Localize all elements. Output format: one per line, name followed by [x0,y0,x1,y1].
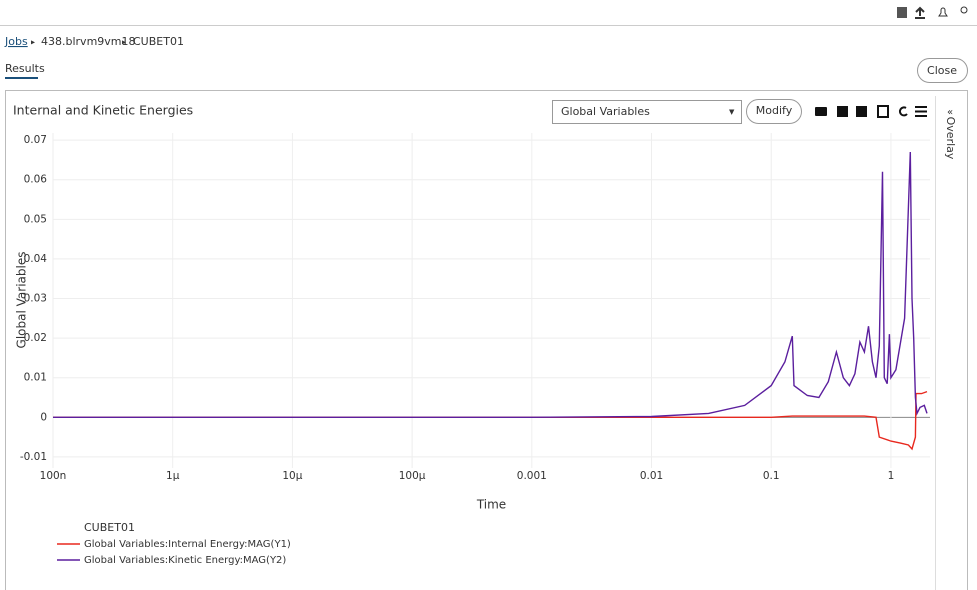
series-line [53,151,928,418]
x-tick-label: 10μ [282,470,302,482]
y-tick-label: 0.06 [24,174,48,186]
y-tick-label: 0.03 [24,293,47,305]
y-tick-label: 0 [40,411,47,423]
legend-title: CUBET01 [84,521,135,534]
bell-icon[interactable] [938,7,948,17]
legend-label: Global Variables:Kinetic Energy:MAG(Y2) [84,555,286,566]
x-tick-label: 1 [888,470,895,482]
save-icon[interactable] [877,105,889,118]
overlay-label[interactable]: Overlay [944,117,957,160]
breadcrumb-item: CUBET01 [133,35,184,48]
x-tick-label: 0.01 [640,470,663,482]
close-label[interactable]: Close [927,64,957,77]
app-icon [897,7,907,18]
toolbar [815,105,927,118]
breadcrumb-item[interactable]: 438.blrvm9vm18 [41,35,136,48]
x-tick-label: 0.001 [517,470,547,482]
camera-icon[interactable] [815,107,827,116]
modify-button[interactable] [746,99,802,124]
panel [5,90,968,590]
x-tick-label: 0.1 [763,470,780,482]
upload-icon[interactable] [915,6,925,19]
legend-icon[interactable] [915,106,927,117]
chevron: ▸ [31,38,35,47]
dropdown[interactable] [552,100,742,124]
y-tick-label: 0.05 [24,213,47,225]
x-tick-label: 1μ [166,470,180,482]
user-icon[interactable] [960,6,968,14]
y-axis-label: Global Variables [15,252,29,349]
series-line [53,390,928,451]
x-tick-label: 100μ [399,470,426,482]
x-tick-label: 100n [40,470,67,482]
zoom-out-icon[interactable] [856,106,867,117]
y-tick-label: 0.07 [24,134,47,146]
dropdown-label[interactable]: Global Variables [561,105,650,118]
collapse-icon[interactable]: « [947,107,953,118]
header-icons [897,6,968,19]
breadcrumb-root[interactable]: Jobs [4,35,28,48]
y-tick-label: 0.01 [24,372,47,384]
zoom-in-icon[interactable] [837,106,848,117]
reset-icon[interactable] [898,106,908,117]
y-tick-label: 0.04 [24,253,48,265]
close-button[interactable] [917,58,968,83]
legend-label: Global Variables:Internal Energy:MAG(Y1) [84,539,291,550]
modify-label[interactable]: Modify [756,104,793,117]
plot: -0.01 0 0.01 0.02 0.03 0.04 0.05 0.06 0.07 100n 1μ… [15,133,930,566]
chevron: ▸ [122,38,126,47]
dropdown-arrow[interactable]: ▼ [729,108,735,116]
tab[interactable]: Results [5,62,45,75]
y-tick-label: -0.01 [20,451,47,463]
x-axis-label: Time [476,498,506,512]
chart-title: Internal and Kinetic Energies [13,103,193,118]
y-tick-label: 0.02 [24,332,47,344]
